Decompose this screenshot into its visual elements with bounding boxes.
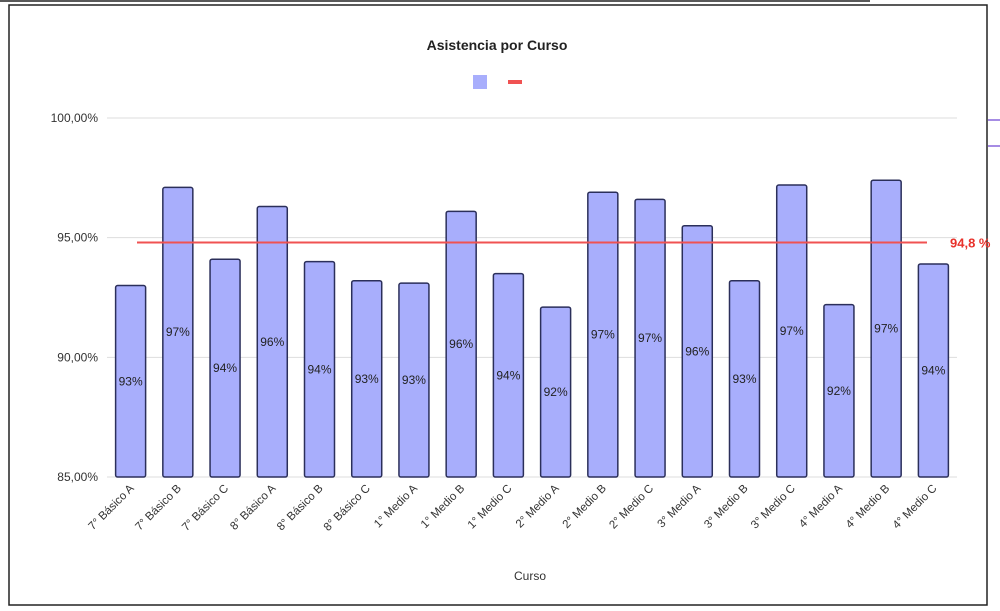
bar-data-label: 93% xyxy=(355,372,379,386)
bar xyxy=(303,260,336,478)
bar-data-label: 94% xyxy=(213,361,237,375)
bar xyxy=(775,184,808,478)
bar-data-label: 97% xyxy=(166,325,190,339)
bar-data-label: 93% xyxy=(732,372,756,386)
bar-data-label: 97% xyxy=(638,331,662,345)
bar-data-label: 92% xyxy=(827,384,851,398)
bar-data-label: 94% xyxy=(921,363,945,377)
bar xyxy=(681,224,714,478)
bar xyxy=(445,210,477,478)
bar-data-label: 97% xyxy=(874,322,898,336)
bar-data-label: 96% xyxy=(260,335,284,349)
bar xyxy=(350,279,383,478)
y-tick-label: 90,00% xyxy=(57,350,98,364)
bar xyxy=(917,263,950,478)
bar xyxy=(870,179,902,478)
legend xyxy=(473,75,522,89)
average-reference-label: 94,8 % xyxy=(950,235,991,250)
bar xyxy=(539,306,572,478)
bar xyxy=(492,272,525,478)
bar xyxy=(634,198,666,478)
bar xyxy=(209,258,241,478)
bar-data-label: 97% xyxy=(591,328,615,342)
bar-data-label: 92% xyxy=(544,385,568,399)
chart-title: Asistencia por Curso xyxy=(427,37,568,53)
bar xyxy=(398,282,430,478)
y-tick-label: 85,00% xyxy=(57,470,98,484)
legend-bar-swatch xyxy=(473,75,487,89)
bar xyxy=(823,303,855,478)
bar-data-label: 96% xyxy=(449,337,473,351)
legend-line-swatch xyxy=(508,80,522,84)
bar-data-label: 93% xyxy=(119,374,143,388)
bar xyxy=(114,284,147,478)
bar xyxy=(256,205,289,478)
bar-data-label: 96% xyxy=(685,344,709,358)
bar-data-label: 93% xyxy=(402,373,426,387)
bar xyxy=(728,279,761,478)
y-tick-label: 95,00% xyxy=(57,231,98,245)
bar-data-label: 94% xyxy=(496,368,520,382)
y-tick-label: 100,00% xyxy=(51,111,99,125)
bar xyxy=(587,191,619,478)
bar-data-label: 94% xyxy=(307,362,331,376)
bar xyxy=(162,186,194,478)
bar-data-label: 97% xyxy=(780,324,804,338)
x-axis-label: Curso xyxy=(514,569,546,583)
